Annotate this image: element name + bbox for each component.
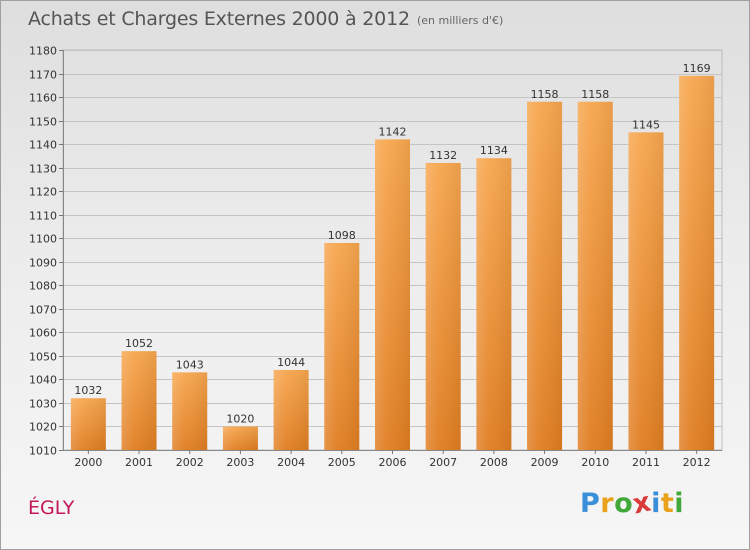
x-tick-label-2006: 2006: [379, 456, 407, 469]
y-tick-label: 1150: [29, 116, 57, 129]
bar-shade-2005: [324, 242, 360, 450]
x-tick-label-2011: 2011: [632, 456, 660, 469]
y-tick-label: 1180: [29, 45, 57, 58]
bar-shade-2004: [273, 370, 309, 450]
value-label-2007: 1132: [429, 149, 457, 162]
x-tick-label-2002: 2002: [176, 456, 204, 469]
value-label-2001: 1052: [125, 337, 153, 350]
x-tick-label-2000: 2000: [74, 456, 102, 469]
value-label-2009: 1158: [531, 88, 559, 101]
bar-shade-2010: [577, 101, 613, 450]
x-tick-label-2007: 2007: [429, 456, 457, 469]
y-tick-label: 1130: [29, 163, 57, 176]
chart-title: Achats et Charges Externes 2000 à 2012: [28, 8, 410, 30]
logo-letter: P: [580, 488, 601, 519]
x-tick-label-2009: 2009: [531, 456, 559, 469]
logo-letter: o: [614, 488, 634, 519]
value-label-2011: 1145: [632, 118, 660, 131]
x-tick-label-2005: 2005: [328, 456, 356, 469]
bar-shade-2006: [375, 139, 410, 451]
x-tick-label-2003: 2003: [226, 456, 254, 469]
y-tick-label: 1100: [29, 233, 57, 246]
logo-letter: i: [651, 488, 661, 519]
y-tick-label: 1050: [29, 351, 57, 364]
bar-shade-2001: [121, 351, 157, 450]
chart-subtitle: (en milliers d'€): [417, 14, 504, 27]
y-tick-label: 1040: [29, 374, 57, 387]
y-tick-label: 1070: [29, 304, 57, 317]
y-tick-label: 1060: [29, 327, 57, 340]
proxiti-logo: Proxiti: [580, 486, 685, 520]
y-tick-label: 1140: [29, 139, 57, 152]
value-label-2003: 1020: [226, 412, 254, 425]
value-label-2010: 1158: [581, 88, 609, 101]
value-label-2000: 1032: [74, 384, 102, 397]
logo-letter: i: [674, 488, 685, 519]
bar-shade-2011: [628, 132, 664, 450]
value-label-2004: 1044: [277, 356, 305, 369]
x-tick-label-2010: 2010: [581, 456, 609, 469]
value-label-2005: 1098: [328, 229, 356, 242]
bar-shade-2000: [70, 398, 106, 450]
bar-shade-2008: [476, 158, 512, 450]
value-label-2002: 1043: [176, 358, 204, 371]
bar-shade-2009: [527, 101, 563, 450]
x-tick-label-2012: 2012: [683, 456, 711, 469]
bar-shade-2003: [222, 426, 258, 450]
x-tick-label-2004: 2004: [277, 456, 305, 469]
x-tick-label-2008: 2008: [480, 456, 508, 469]
y-tick-label: 1030: [29, 398, 57, 411]
y-tick-label: 1020: [29, 421, 57, 434]
bar-shade-2002: [172, 372, 208, 450]
bar-shade-2007: [425, 162, 461, 451]
y-tick-label: 1110: [29, 210, 57, 223]
value-label-2006: 1142: [379, 125, 407, 138]
y-tick-label: 1120: [29, 186, 57, 199]
y-tick-label: 1010: [29, 445, 57, 458]
x-tick-label-2001: 2001: [125, 456, 153, 469]
bar-shade-2012: [679, 75, 715, 450]
y-tick-label: 1160: [29, 92, 57, 105]
commune-name: ÉGLY: [28, 497, 75, 519]
y-tick-label: 1170: [29, 69, 57, 82]
y-tick-label: 1080: [29, 280, 57, 293]
logo-letter: r: [600, 488, 615, 519]
y-tick-label: 1090: [29, 257, 57, 270]
value-label-2008: 1134: [480, 144, 508, 157]
value-label-2012: 1169: [683, 62, 711, 75]
logo-letter: t: [660, 488, 675, 519]
